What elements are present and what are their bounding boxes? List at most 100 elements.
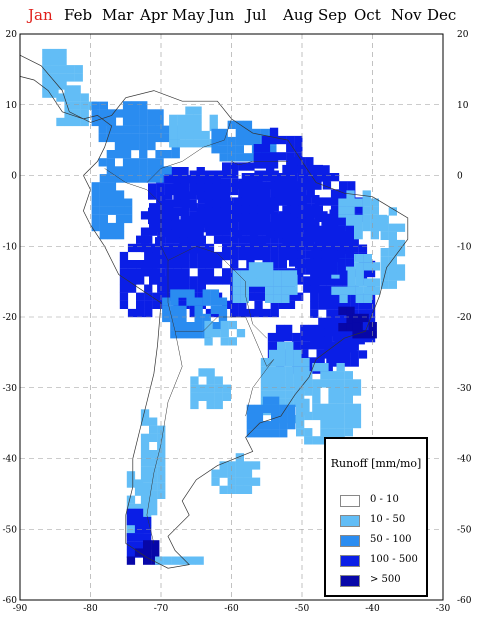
legend-label: 100 - 500 xyxy=(370,554,418,565)
runoff-cell xyxy=(222,251,231,261)
runoff-cell xyxy=(204,207,213,216)
runoff-cell xyxy=(157,433,166,442)
runoff-cell xyxy=(58,57,67,66)
month-tab-jun[interactable]: Jun xyxy=(209,6,235,24)
runoff-cell xyxy=(249,181,259,190)
runoff-cell xyxy=(149,458,158,467)
runoff-cell xyxy=(160,292,169,301)
runoff-cell xyxy=(265,262,274,271)
runoff-cell xyxy=(260,390,270,399)
runoff-cell xyxy=(196,207,205,216)
month-tab-nov[interactable]: Nov xyxy=(391,6,422,24)
runoff-cell xyxy=(290,189,299,198)
runoff-cell xyxy=(42,81,51,90)
runoff-cell xyxy=(180,215,189,225)
runoff-cell xyxy=(246,429,255,438)
country-border xyxy=(245,316,275,417)
runoff-cell xyxy=(338,323,347,332)
month-tab-sep[interactable]: Sep xyxy=(318,6,347,24)
runoff-cell xyxy=(186,297,195,306)
runoff-cell xyxy=(106,133,115,143)
runoff-cell xyxy=(354,222,363,232)
runoff-cell xyxy=(206,368,215,377)
month-tab-mar[interactable]: Mar xyxy=(102,6,134,24)
runoff-cell xyxy=(320,419,329,429)
runoff-cell xyxy=(285,390,294,399)
runoff-cell xyxy=(284,324,293,334)
runoff-cell xyxy=(320,411,329,421)
runoff-cell xyxy=(222,384,231,393)
runoff-cell xyxy=(143,540,152,549)
runoff-cell xyxy=(152,276,161,285)
runoff-cell xyxy=(235,145,244,154)
runoff-cell xyxy=(277,382,286,391)
runoff-cell xyxy=(180,183,189,192)
runoff-cell xyxy=(163,150,172,159)
country-border xyxy=(146,331,183,544)
runoff-cell xyxy=(257,213,267,222)
runoff-cell xyxy=(289,217,298,226)
runoff-cell xyxy=(293,374,302,383)
runoff-cell xyxy=(262,186,271,196)
runoff-cell xyxy=(290,197,299,206)
runoff-cell xyxy=(282,164,291,174)
runoff-cell xyxy=(256,270,266,279)
runoff-cell xyxy=(241,213,250,222)
runoff-cell xyxy=(313,181,322,190)
runoff-cell xyxy=(352,411,362,421)
runoff-cell xyxy=(171,220,180,230)
runoff-cell xyxy=(262,243,271,253)
month-tab-may[interactable]: May xyxy=(172,6,205,24)
runoff-cell xyxy=(228,337,237,346)
runoff-cell xyxy=(160,251,169,261)
runoff-cell xyxy=(388,256,397,265)
runoff-cell xyxy=(243,120,253,129)
runoff-cell xyxy=(157,425,166,434)
runoff-cell xyxy=(219,469,228,478)
runoff-cell xyxy=(58,73,67,82)
runoff-cell xyxy=(178,289,187,298)
runoff-cell xyxy=(171,245,180,254)
runoff-cell xyxy=(149,417,158,426)
runoff-cell xyxy=(336,387,345,396)
runoff-cell xyxy=(115,231,125,240)
runoff-cell xyxy=(273,270,282,279)
runoff-cell xyxy=(98,133,107,143)
runoff-cell xyxy=(313,250,322,259)
runoff-cell xyxy=(268,382,278,391)
runoff-cell xyxy=(126,541,136,550)
month-tab-jan[interactable]: Jan xyxy=(28,6,53,24)
month-tab-aug[interactable]: Aug xyxy=(283,6,314,24)
runoff-cell xyxy=(246,308,255,318)
runoff-cell xyxy=(371,262,381,271)
month-tab-oct[interactable]: Oct xyxy=(354,6,381,24)
runoff-cell xyxy=(140,417,150,426)
lat-tick-label-right: -10 xyxy=(457,242,472,252)
runoff-cell xyxy=(346,314,355,324)
runoff-cell xyxy=(269,152,279,161)
runoff-cell xyxy=(204,199,213,208)
runoff-cell xyxy=(363,254,372,263)
runoff-cell xyxy=(253,152,262,161)
runoff-cell xyxy=(282,197,291,206)
runoff-cell xyxy=(257,181,267,190)
runoff-cell xyxy=(320,403,329,412)
runoff-cell xyxy=(187,556,196,565)
runoff-cell xyxy=(277,390,286,399)
runoff-cell xyxy=(188,199,197,208)
runoff-cell xyxy=(131,133,140,143)
month-tab-jul[interactable]: Jul xyxy=(246,6,267,24)
runoff-cell xyxy=(278,300,287,309)
runoff-cell xyxy=(254,421,264,430)
month-tab-dec[interactable]: Dec xyxy=(427,6,457,24)
month-tab-feb[interactable]: Feb xyxy=(64,6,93,24)
runoff-cell xyxy=(114,150,124,159)
runoff-cell xyxy=(321,258,330,267)
runoff-cell xyxy=(181,284,190,293)
runoff-cell xyxy=(336,419,345,429)
runoff-cell xyxy=(344,403,353,412)
month-tab-apr[interactable]: Apr xyxy=(140,6,168,24)
runoff-cell xyxy=(316,357,325,366)
runoff-cell xyxy=(312,403,321,412)
runoff-cell xyxy=(195,556,204,565)
